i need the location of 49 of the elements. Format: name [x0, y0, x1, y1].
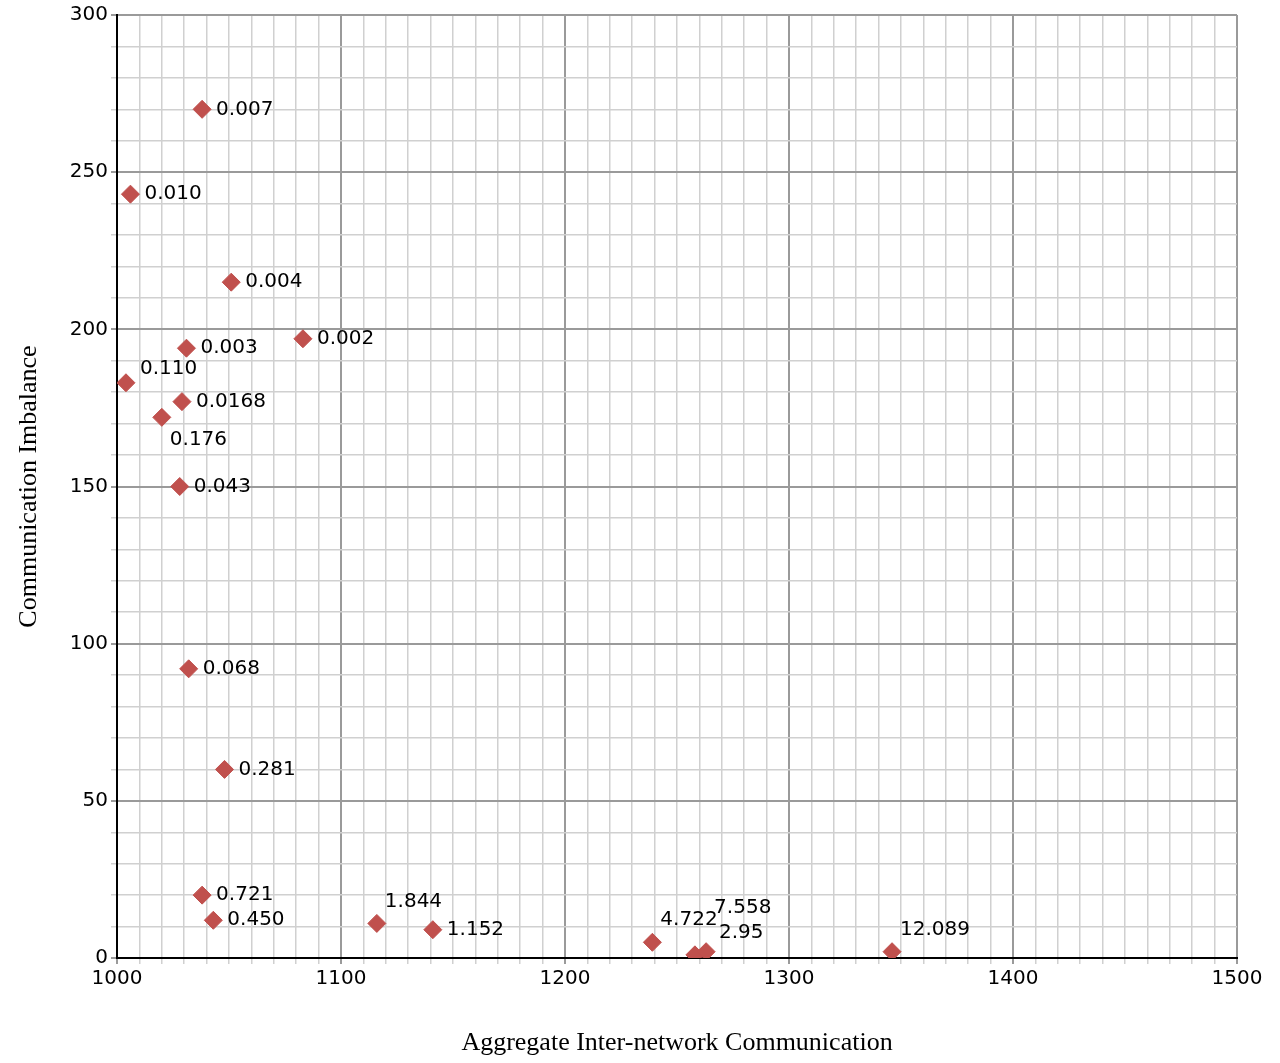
- x-tick-label: 1500: [1211, 965, 1263, 990]
- point: [882, 942, 902, 958]
- x-tick-label: 1400: [987, 965, 1039, 990]
- annotation: 12.089: [900, 915, 971, 940]
- point: [221, 272, 241, 292]
- annotation: 0.043: [193, 472, 251, 497]
- y-axis-title: Communication Imbalance: [13, 345, 43, 628]
- annotation: 0.176: [169, 425, 228, 450]
- y-tick-label: 100: [69, 629, 108, 654]
- point: [152, 407, 172, 427]
- y-tick-label: 300: [69, 1, 108, 26]
- point: [192, 99, 212, 119]
- annotation: 0.003: [200, 334, 258, 359]
- annotation: 0.721: [216, 881, 274, 906]
- x-axis-title: Aggregate Inter-network Communication: [461, 1027, 893, 1057]
- y-tick-label: 250: [69, 158, 108, 183]
- annotation: 1.844: [384, 887, 443, 912]
- annotation: 4.722: [660, 906, 718, 931]
- annotation: 0.0168: [195, 387, 266, 412]
- point: [192, 885, 212, 905]
- point: [696, 942, 716, 958]
- annotation: 0.004: [245, 268, 303, 293]
- point: [170, 477, 190, 496]
- annotation: 0.281: [238, 755, 296, 780]
- point: [179, 659, 199, 679]
- point: [367, 913, 387, 933]
- annotation: 2.95: [718, 919, 764, 944]
- point: [203, 910, 223, 930]
- point: [642, 932, 662, 952]
- annotation: 0.002: [316, 324, 375, 349]
- point: [423, 920, 443, 940]
- y-tick-label: 50: [82, 787, 108, 812]
- annotation: 0.110: [139, 354, 198, 379]
- x-tick-label: 1300: [763, 965, 815, 990]
- point: [120, 184, 140, 204]
- y-tick-label: 150: [69, 472, 108, 497]
- annotation: 1.152: [446, 915, 505, 940]
- point: [117, 373, 136, 393]
- point: [176, 338, 196, 358]
- y-tick-label: 200: [69, 315, 108, 340]
- point: [215, 759, 235, 779]
- x-tick-label: 1200: [539, 965, 591, 990]
- annotation: 0.007: [216, 95, 274, 120]
- point: [293, 329, 313, 349]
- point: [172, 392, 192, 412]
- annotation: 0.068: [202, 655, 260, 680]
- annotation: 0.450: [227, 906, 285, 931]
- x-tick-label: 1100: [315, 965, 367, 990]
- annotation: 0.010: [144, 180, 202, 205]
